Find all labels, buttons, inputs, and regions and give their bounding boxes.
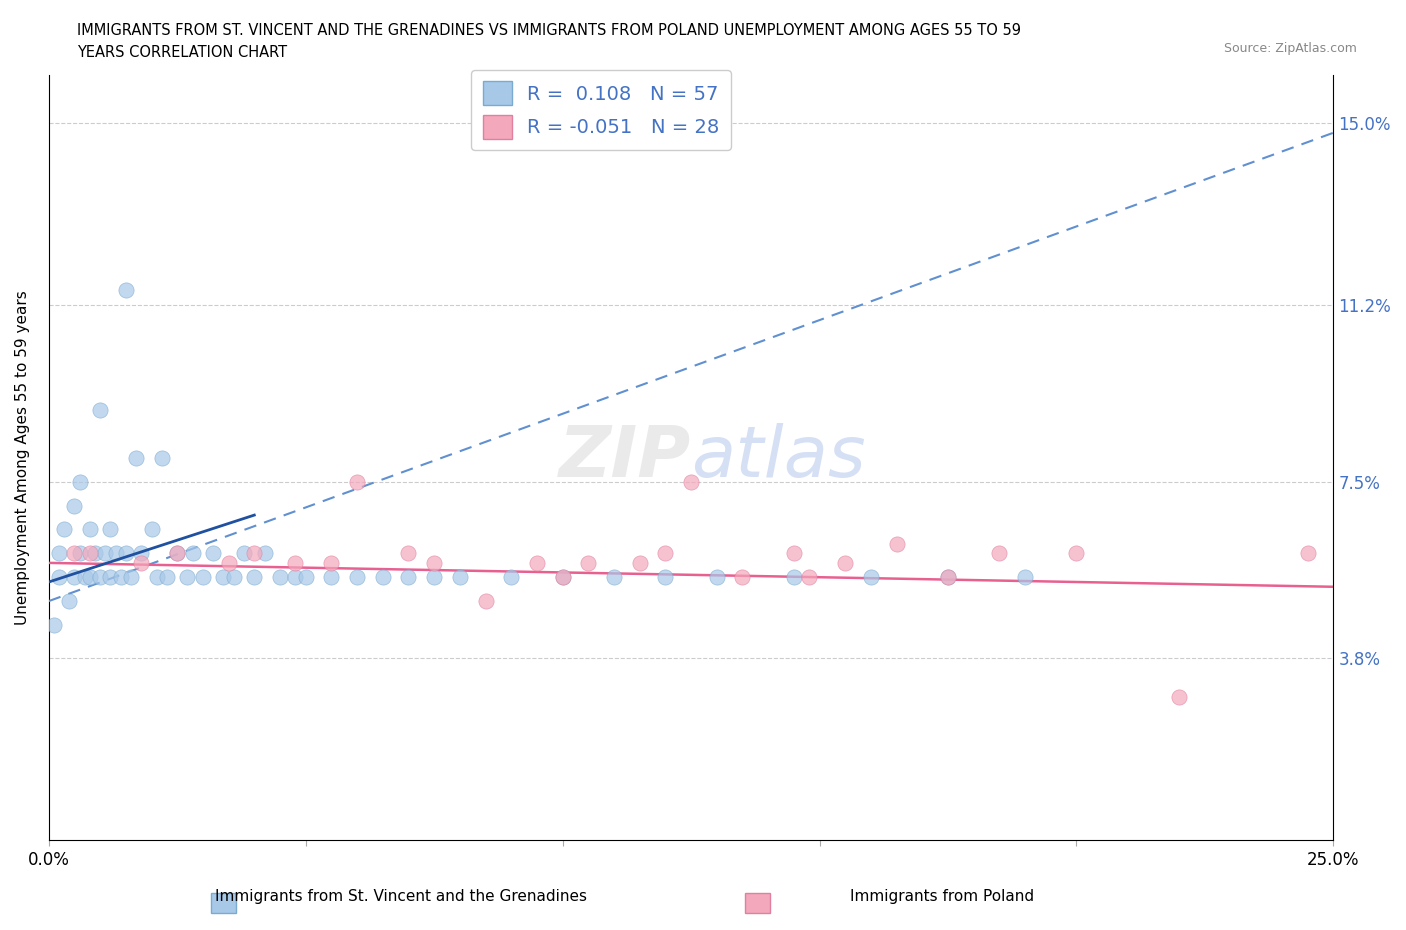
Point — [89, 403, 111, 418]
Point — [63, 570, 86, 585]
Point — [284, 570, 307, 585]
Point — [73, 570, 96, 585]
Point — [654, 546, 676, 561]
Point — [371, 570, 394, 585]
Point — [79, 570, 101, 585]
Point — [269, 570, 291, 585]
Point — [423, 555, 446, 570]
Point — [526, 555, 548, 570]
Text: atlas: atlas — [692, 423, 866, 492]
Point — [63, 498, 86, 513]
Point — [145, 570, 167, 585]
Point — [936, 570, 959, 585]
Point — [69, 546, 91, 561]
Point — [48, 570, 70, 585]
Point — [53, 522, 76, 537]
Point — [243, 570, 266, 585]
Point — [654, 570, 676, 585]
Point — [988, 546, 1011, 561]
Point — [243, 546, 266, 561]
Point — [110, 570, 132, 585]
Point — [129, 555, 152, 570]
Point — [628, 555, 651, 570]
Point — [783, 570, 806, 585]
Point — [706, 570, 728, 585]
Point — [321, 555, 343, 570]
Text: Immigrants from Poland: Immigrants from Poland — [851, 889, 1033, 904]
Point — [129, 546, 152, 561]
Point — [166, 546, 188, 561]
Point — [100, 522, 122, 537]
Point — [398, 546, 420, 561]
Point — [253, 546, 276, 561]
Point — [114, 283, 136, 298]
Point — [284, 555, 307, 570]
Point — [202, 546, 225, 561]
Point — [449, 570, 471, 585]
Point — [69, 474, 91, 489]
Point — [886, 537, 908, 551]
Point — [603, 570, 626, 585]
Point — [681, 474, 703, 489]
Point — [79, 546, 101, 561]
Point — [731, 570, 754, 585]
Point — [576, 555, 599, 570]
Point — [48, 546, 70, 561]
Point — [551, 570, 574, 585]
Point — [1296, 546, 1319, 561]
Point — [423, 570, 446, 585]
Point — [783, 546, 806, 561]
Point — [1168, 689, 1191, 704]
Text: ZIP: ZIP — [558, 423, 692, 492]
Point — [100, 570, 122, 585]
Text: Source: ZipAtlas.com: Source: ZipAtlas.com — [1223, 42, 1357, 55]
Point — [191, 570, 214, 585]
Point — [181, 546, 204, 561]
Point — [346, 570, 368, 585]
Point — [42, 618, 65, 632]
Text: IMMIGRANTS FROM ST. VINCENT AND THE GRENADINES VS IMMIGRANTS FROM POLAND UNEMPLO: IMMIGRANTS FROM ST. VINCENT AND THE GREN… — [77, 23, 1021, 38]
Point — [120, 570, 142, 585]
Point — [125, 450, 148, 465]
Point — [936, 570, 959, 585]
Point — [166, 546, 188, 561]
Point — [222, 570, 245, 585]
Point — [834, 555, 856, 570]
Point — [176, 570, 198, 585]
Y-axis label: Unemployment Among Ages 55 to 59 years: Unemployment Among Ages 55 to 59 years — [15, 290, 30, 625]
Point — [150, 450, 173, 465]
Text: YEARS CORRELATION CHART: YEARS CORRELATION CHART — [77, 45, 287, 60]
Point — [84, 546, 107, 561]
Point — [212, 570, 235, 585]
Point — [346, 474, 368, 489]
Point — [474, 593, 496, 608]
Point — [218, 555, 240, 570]
Point — [114, 546, 136, 561]
Point — [94, 546, 117, 561]
Point — [294, 570, 316, 585]
Point — [799, 570, 821, 585]
Point — [398, 570, 420, 585]
Point — [141, 522, 163, 537]
Point — [89, 570, 111, 585]
Point — [79, 522, 101, 537]
Point — [58, 593, 80, 608]
Point — [63, 546, 86, 561]
Point — [321, 570, 343, 585]
Point — [104, 546, 127, 561]
Point — [859, 570, 882, 585]
Legend: R =  0.108   N = 57, R = -0.051   N = 28: R = 0.108 N = 57, R = -0.051 N = 28 — [471, 70, 731, 151]
Point — [501, 570, 523, 585]
Point — [156, 570, 179, 585]
Point — [233, 546, 256, 561]
Point — [1014, 570, 1036, 585]
Text: Immigrants from St. Vincent and the Grenadines: Immigrants from St. Vincent and the Gren… — [215, 889, 586, 904]
Point — [551, 570, 574, 585]
Point — [1066, 546, 1088, 561]
